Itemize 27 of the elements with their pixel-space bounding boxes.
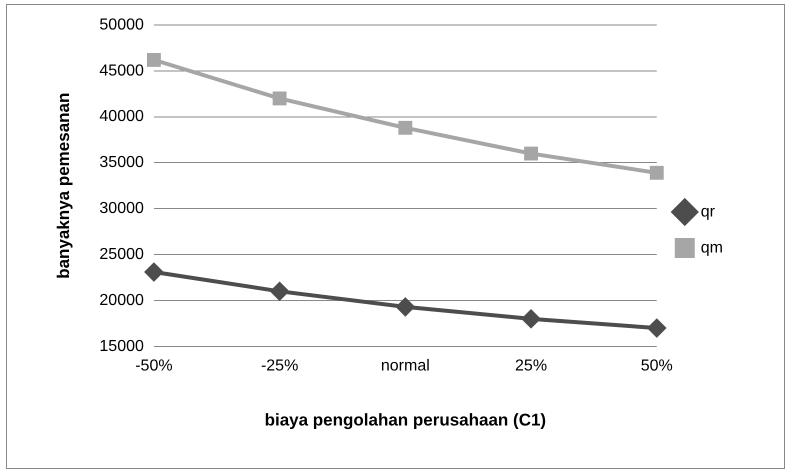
x-tick-label: -25% — [260, 357, 298, 374]
y-tick-label: 20000 — [99, 292, 144, 309]
x-tick-label: -50% — [135, 357, 173, 374]
point — [648, 319, 666, 338]
y-tick-label: 35000 — [99, 154, 144, 172]
point — [396, 298, 414, 316]
point — [270, 282, 289, 300]
y-axis-title: banyaknya pemesanan — [54, 92, 73, 279]
legend-label: qr — [700, 203, 716, 220]
x-tick-label: 25% — [515, 357, 548, 374]
point — [398, 120, 412, 135]
legend-label: qm — [700, 239, 724, 256]
y-tick-label: 30000 — [99, 200, 144, 218]
point — [650, 166, 664, 180]
point — [524, 146, 538, 161]
x-tick-label: normal — [380, 357, 430, 374]
x-axis-title: biaya pengolahan perusahaan (C1) — [264, 410, 546, 430]
x-tick-label: 50% — [640, 357, 673, 374]
y-tick-label: 15000 — [99, 338, 144, 355]
y-tick-label: 40000 — [99, 108, 144, 126]
point — [146, 52, 161, 67]
point — [522, 310, 540, 328]
y-tick-label: 50000 — [99, 16, 144, 34]
point — [144, 263, 163, 282]
y-tick-label: 45000 — [99, 62, 144, 80]
point — [272, 92, 287, 106]
y-tick-label: 25000 — [99, 246, 144, 263]
